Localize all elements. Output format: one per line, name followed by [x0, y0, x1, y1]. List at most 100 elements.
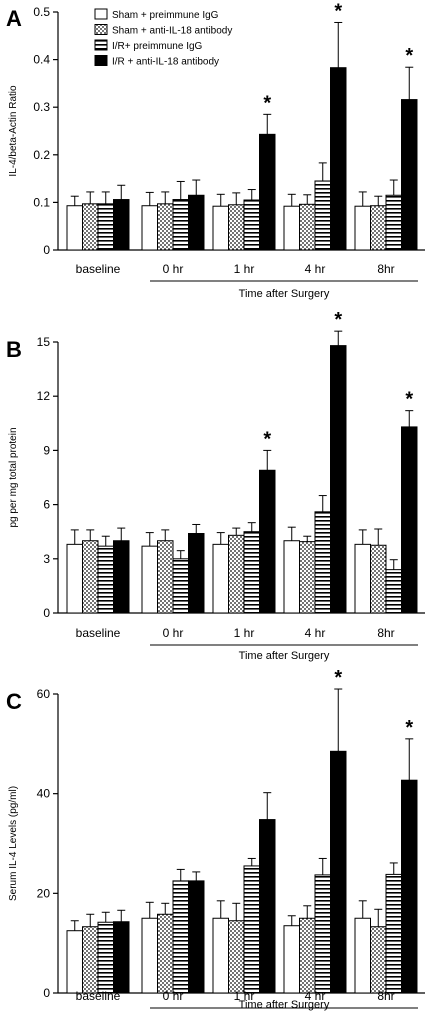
bar: [82, 203, 99, 251]
panel-b: B 0 3 6 9 12 15 pg per mg total protein * * * basel…: [6, 309, 425, 662]
bar: [66, 205, 83, 251]
y-axis-title: pg per mg total protein: [8, 427, 19, 527]
y-axis-title: IL-4/beta-Actin Ratio: [8, 85, 19, 177]
bar: [330, 67, 347, 251]
bar: [354, 917, 371, 994]
y-tick-label: 60: [37, 687, 51, 701]
y-tick-label: 0.3: [33, 100, 50, 114]
legend-label: Sham + anti-IL-18 antibody: [112, 26, 232, 37]
panel-c: C 0 20 40 60 Serum IL-4 Levels (pg/ml) * * basel…: [6, 667, 425, 1011]
bar: [141, 545, 158, 614]
y-tick-label: 12: [37, 389, 51, 403]
bar: [66, 930, 83, 994]
bar: [141, 205, 158, 251]
category-label: 8hr: [377, 626, 394, 640]
legend-swatch: [94, 24, 108, 35]
y-tick-label: 0.1: [33, 195, 50, 209]
panel-letter: A: [6, 6, 22, 31]
category-label: baseline: [76, 626, 121, 640]
category-label: 4 hr: [305, 989, 326, 1003]
bar: [401, 779, 418, 994]
legend-label: I/R + anti-IL-18 antibody: [112, 57, 219, 68]
bar: [212, 917, 229, 994]
y-tick-label: 0: [43, 986, 50, 1000]
bar: [401, 99, 418, 251]
y-tick-label: 6: [43, 498, 50, 512]
significance-star: *: [405, 389, 413, 411]
category-label: 0 hr: [163, 626, 184, 640]
y-tick-label: 0: [43, 606, 50, 620]
bar: [283, 925, 300, 994]
y-tick-label: 15: [37, 335, 51, 349]
y-tick-label: 0.4: [33, 53, 50, 67]
bar: [228, 534, 245, 614]
significance-star: *: [405, 45, 413, 67]
bar: [97, 203, 114, 251]
bar: [82, 926, 99, 994]
y-tick-label: 20: [37, 886, 51, 900]
category-label: 4 hr: [305, 626, 326, 640]
bar: [370, 205, 387, 251]
category-label: 1 hr: [234, 989, 255, 1003]
bar: [228, 204, 245, 251]
bar: [314, 180, 331, 251]
x-axis-title: Time after Surgery: [239, 650, 330, 662]
bar: [314, 511, 331, 614]
significance-star: *: [263, 428, 271, 450]
y-tick-label: 0.2: [33, 148, 50, 162]
bar: [212, 543, 229, 614]
bar: [370, 926, 387, 994]
bar: [113, 199, 130, 251]
bar: [299, 541, 316, 614]
bar: [314, 874, 331, 994]
bar: [385, 194, 402, 251]
bar: [385, 873, 402, 994]
panel-a: A 0 0.1 0.2 0.3 0.4 0.5 IL-4/beta-Actin Ratio * *…: [6, 0, 425, 300]
x-axis-title: Time after Surgery: [239, 288, 330, 300]
bar: [259, 819, 276, 994]
bar: [330, 750, 347, 994]
bar: [172, 880, 189, 994]
category-label: 0 hr: [163, 989, 184, 1003]
bar: [188, 533, 205, 614]
category-label: 1 hr: [234, 626, 255, 640]
category-label: 1 hr: [234, 262, 255, 276]
bar: [354, 205, 371, 251]
bar: [157, 913, 174, 994]
bar: [97, 545, 114, 614]
bar: [141, 917, 158, 994]
bar: [66, 543, 83, 614]
category-label: 0 hr: [163, 262, 184, 276]
bar: [188, 194, 205, 251]
bar: [330, 345, 347, 614]
category-label: baseline: [76, 262, 121, 276]
bar: [172, 199, 189, 251]
bar: [188, 880, 205, 994]
bar: [212, 205, 229, 251]
legend-label: I/R+ preimmune IgG: [112, 41, 203, 52]
bar: [354, 543, 371, 614]
bar: [283, 540, 300, 614]
legend-swatch: [94, 55, 108, 66]
x-axis-title: Time after Surgery: [239, 999, 330, 1011]
bar: [97, 921, 114, 994]
panel-letter: C: [6, 689, 22, 714]
bar: [157, 540, 174, 614]
bar: [259, 469, 276, 614]
category-label: 8hr: [377, 262, 394, 276]
category-label: 8hr: [377, 989, 394, 1003]
significance-star: *: [263, 92, 271, 114]
legend-swatch: [94, 8, 108, 20]
bar: [259, 133, 276, 251]
bar: [113, 921, 130, 994]
bar: [243, 199, 260, 251]
category-label: baseline: [76, 989, 121, 1003]
bar: [82, 540, 99, 614]
significance-star: *: [334, 0, 342, 22]
y-axis-title: Serum IL-4 Levels (pg/ml): [8, 786, 19, 901]
legend-swatch: [94, 39, 108, 51]
bar: [157, 203, 174, 251]
legend: Sham + preimmune IgG Sham + anti-IL-18 an…: [94, 8, 232, 68]
category-label: 4 hr: [305, 262, 326, 276]
